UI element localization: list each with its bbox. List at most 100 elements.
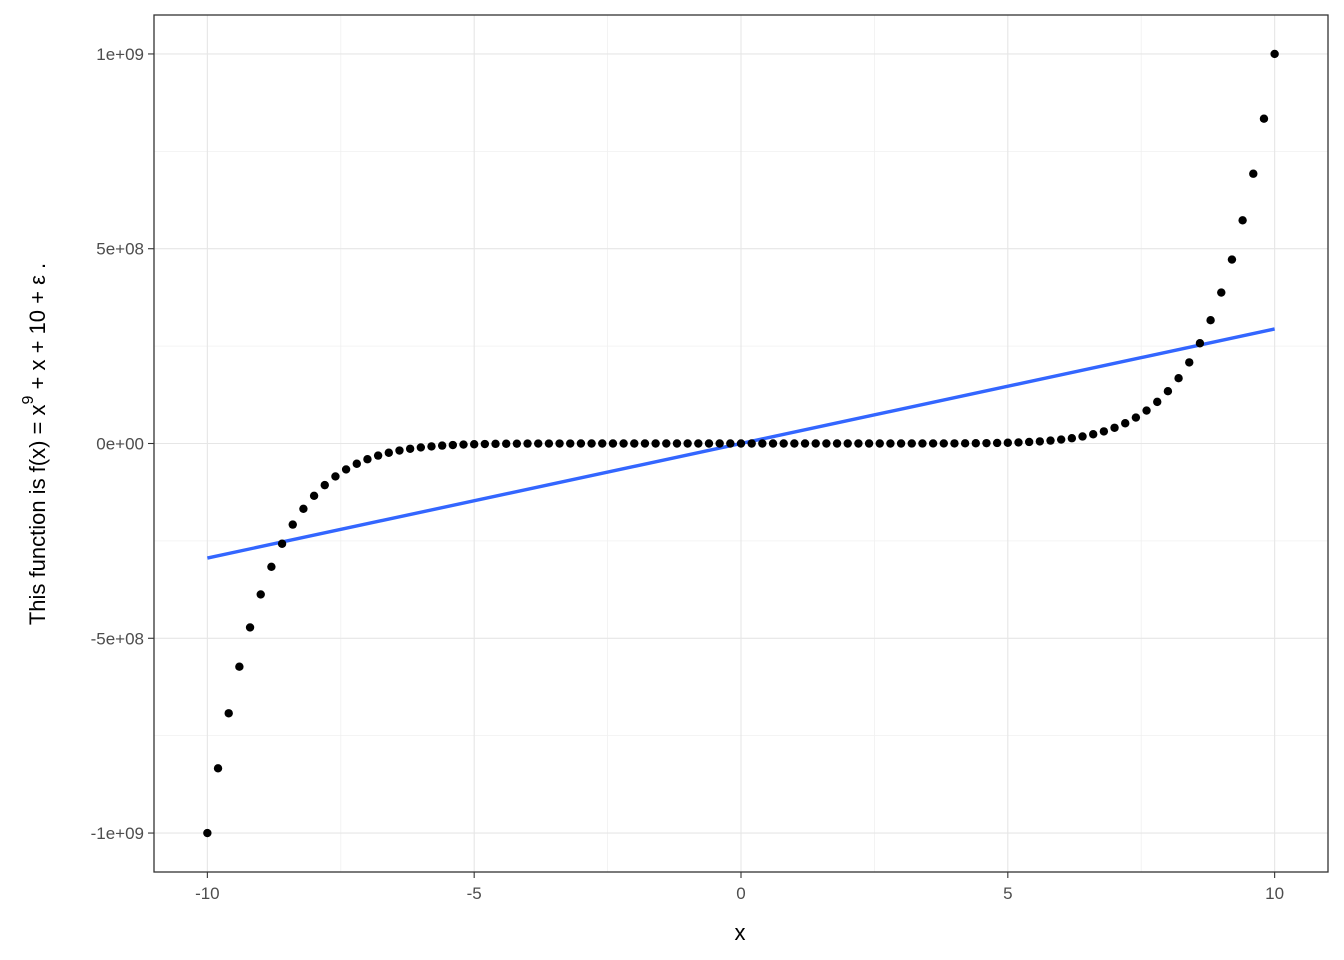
data-point — [213, 764, 223, 773]
data-point — [939, 439, 948, 448]
y-axis-title-suffix: + x + 10 + ε . — [25, 263, 50, 396]
data-point — [1238, 216, 1247, 225]
y-tick-label: -1e+09 — [91, 824, 144, 843]
y-axis: -1e+09 -5e+08 0e+00 5e+08 1e+09 — [91, 45, 154, 843]
data-point — [704, 439, 714, 448]
data-point — [832, 439, 842, 448]
data-point — [896, 439, 906, 448]
data-point — [534, 439, 543, 448]
data-point — [352, 459, 361, 468]
data-point — [320, 480, 329, 490]
data-point — [619, 439, 628, 448]
data-point — [875, 439, 884, 448]
data-point — [1163, 387, 1173, 396]
data-point — [790, 439, 799, 448]
data-point — [843, 439, 852, 448]
data-point — [1024, 437, 1034, 447]
data-point — [918, 439, 927, 448]
data-point — [800, 439, 810, 448]
data-point — [992, 438, 1002, 448]
data-point — [224, 709, 233, 718]
grid-major — [154, 15, 1328, 872]
data-point — [523, 439, 532, 448]
data-point — [1067, 434, 1077, 443]
data-point — [405, 444, 415, 453]
data-point — [416, 443, 426, 452]
data-point — [598, 439, 607, 448]
data-point — [662, 439, 671, 448]
x-tick-label: -5 — [467, 884, 482, 903]
data-point — [1153, 397, 1162, 407]
data-point — [288, 520, 297, 529]
data-point — [886, 439, 895, 448]
y-axis-title-superscript: 9 — [20, 395, 37, 404]
data-point — [277, 539, 287, 548]
data-point — [683, 439, 692, 448]
data-point — [331, 472, 340, 481]
data-point — [235, 662, 244, 671]
data-point — [502, 439, 511, 448]
data-point — [630, 439, 639, 448]
data-point — [950, 439, 959, 448]
data-point — [384, 448, 393, 457]
x-tick-label: 5 — [1003, 884, 1012, 903]
data-point — [822, 439, 831, 448]
series-layer — [203, 49, 1279, 838]
data-point — [1014, 438, 1023, 447]
x-tick-label: 10 — [1265, 884, 1284, 903]
data-point — [779, 439, 788, 448]
data-point — [864, 439, 874, 448]
data-point — [1110, 423, 1119, 432]
data-point — [715, 439, 724, 448]
data-point — [758, 439, 767, 448]
data-point — [491, 439, 500, 449]
data-point — [1121, 419, 1130, 428]
data-point — [608, 439, 618, 448]
data-point — [203, 828, 212, 838]
y-tick-label: 0e+00 — [96, 435, 144, 454]
y-axis-title: This function is f(x) = x9 + x + 10 + ε … — [20, 263, 50, 625]
data-point — [1089, 430, 1098, 439]
data-point — [309, 491, 319, 500]
data-point — [854, 439, 863, 448]
data-point — [341, 465, 351, 474]
data-point — [1142, 406, 1151, 415]
data-point — [427, 442, 436, 451]
x-tick-label: -10 — [195, 884, 220, 903]
data-point — [587, 439, 596, 448]
data-point — [1217, 288, 1226, 297]
y-tick-label: -5e+08 — [91, 629, 144, 648]
data-point — [1078, 432, 1087, 441]
data-point — [651, 439, 660, 448]
data-point — [469, 440, 479, 449]
data-point — [544, 439, 554, 448]
data-point — [1185, 358, 1194, 367]
data-point — [726, 439, 735, 448]
data-point — [1046, 436, 1055, 445]
data-point — [1227, 255, 1237, 264]
data-point — [1270, 49, 1279, 59]
data-point — [1174, 374, 1183, 383]
data-point — [566, 439, 575, 448]
data-point — [459, 440, 468, 449]
x-axis-title: x — [735, 920, 746, 945]
data-point — [907, 439, 916, 448]
data-point — [448, 440, 458, 450]
data-point — [971, 439, 980, 448]
data-point — [1195, 339, 1205, 348]
data-point — [640, 439, 650, 448]
data-point — [256, 590, 265, 599]
data-point — [373, 451, 383, 460]
x-axis: -10 -5 0 5 10 — [195, 872, 1284, 903]
data-point — [555, 439, 564, 448]
data-point — [480, 439, 490, 449]
data-point — [1035, 437, 1045, 446]
data-point — [299, 504, 308, 513]
data-point — [395, 446, 404, 455]
y-tick-label: 5e+08 — [96, 240, 144, 259]
data-point — [694, 439, 703, 448]
data-point — [363, 455, 372, 464]
data-point — [1249, 169, 1258, 178]
data-point — [1206, 316, 1215, 325]
